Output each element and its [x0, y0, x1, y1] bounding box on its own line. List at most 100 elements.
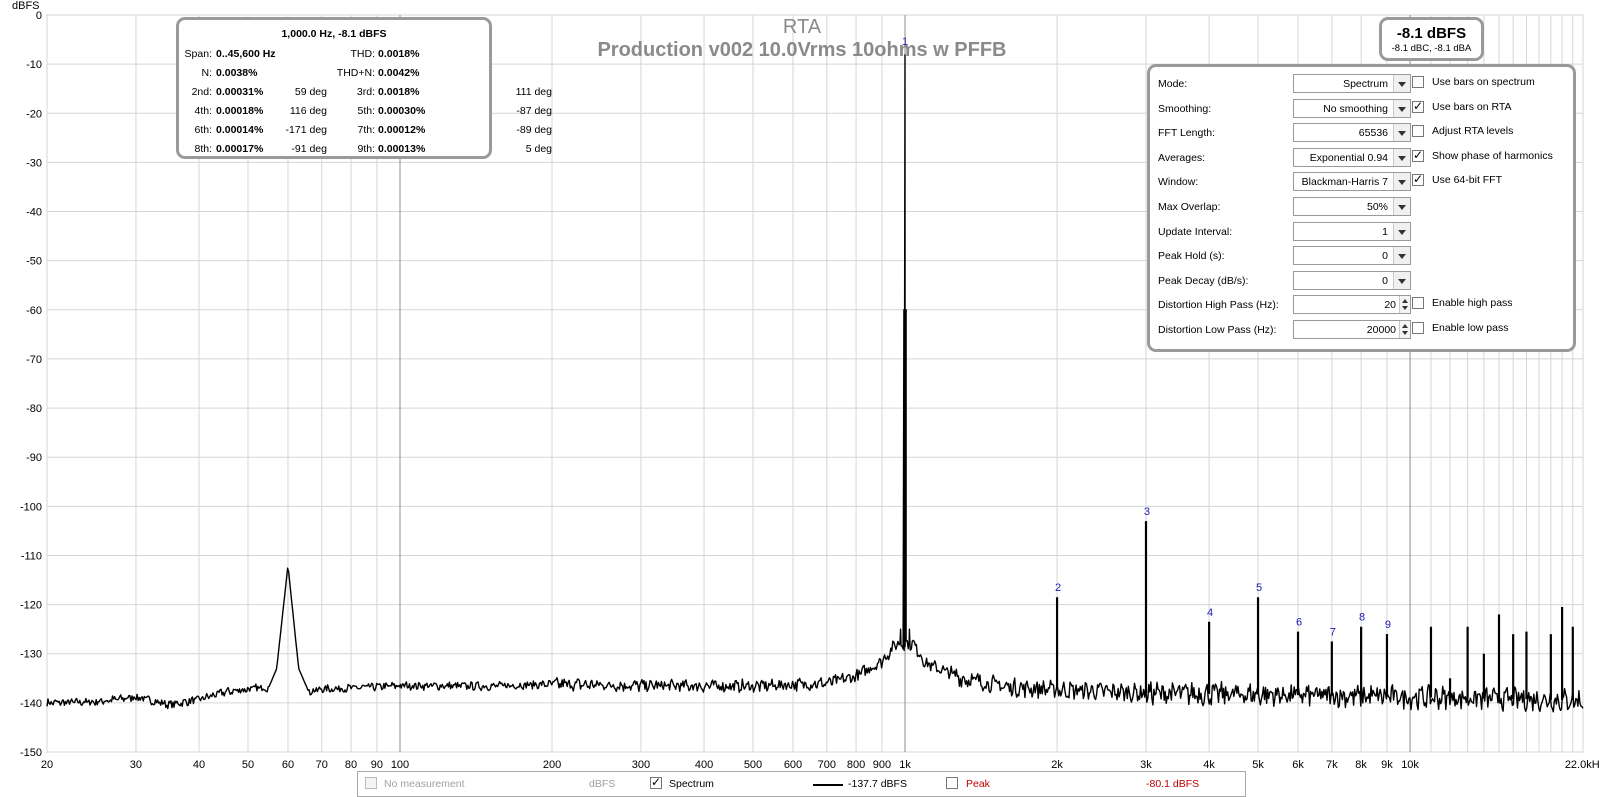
chevron-down-icon[interactable]	[1393, 124, 1410, 142]
x-tick-label: 1k	[899, 759, 911, 771]
checkbox[interactable]	[1412, 322, 1424, 334]
checkbox[interactable]	[1412, 76, 1424, 88]
x-tick-label: 6k	[1292, 759, 1304, 771]
setting-dropdown[interactable]: 1	[1293, 221, 1411, 241]
span-label: Span:	[184, 48, 212, 60]
setting-dropdown[interactable]: Exponential 0.94	[1293, 147, 1411, 167]
x-tick-label: 9k	[1381, 759, 1393, 771]
setting-value: 20000	[1366, 324, 1396, 336]
x-tick-label: 80	[345, 759, 357, 771]
setting-spinner[interactable]: 20	[1293, 295, 1411, 315]
y-tick-label: -120	[20, 600, 42, 612]
setting-spinner[interactable]: 20000	[1293, 320, 1411, 339]
setting-dropdown[interactable]: Spectrum	[1293, 74, 1411, 93]
harmonic-label: 3	[1144, 506, 1150, 518]
x-tick-label: 4k	[1203, 759, 1215, 771]
checkbox[interactable]	[1412, 172, 1424, 187]
chevron-down-icon[interactable]	[1393, 198, 1410, 215]
harmonic-label: 7	[1330, 626, 1336, 638]
distortion-header: 1,000.0 Hz, -8.1 dBFS	[281, 28, 387, 40]
setting-value: Blackman-Harris 7	[1301, 176, 1388, 189]
setting-label: Distortion Low Pass (Hz):	[1158, 324, 1277, 336]
harmonic-name: 2nd:	[191, 86, 212, 98]
spectrum-trace	[46, 54, 1584, 713]
x-axis-ticks: 20 30 40 50 60 70 80 90 100 200 300 400 500 600 700 800…	[41, 759, 1600, 771]
harmonic-phase: 5 deg	[525, 143, 552, 155]
setting-label: Distortion High Pass (Hz):	[1158, 299, 1279, 312]
setting-value: 0	[1382, 274, 1388, 287]
setting-dropdown[interactable]: No smoothing	[1293, 98, 1411, 118]
setting-label: Peak Decay (dB/s):	[1158, 274, 1249, 287]
setting-label: Mode:	[1158, 78, 1188, 90]
checkbox[interactable]	[1412, 99, 1424, 113]
chart-subtitle: Production v002 10.0Vrms 10ohms w PFFB	[597, 39, 1006, 61]
harmonic-label: 9	[1385, 619, 1391, 631]
spinner-arrows-icon[interactable]	[1399, 321, 1410, 338]
setting-row: Window: Blackman-Harris 7	[1158, 172, 1418, 192]
checkbox-label: Show phase of harmonics	[1432, 149, 1553, 162]
setting-row: Peak Decay (dB/s): 0	[1158, 270, 1418, 291]
y-tick-label: -70	[26, 354, 42, 366]
x-tick-label: 800	[847, 759, 865, 771]
setting-value: No smoothing	[1323, 102, 1388, 115]
harmonic-phase: 59 deg	[294, 86, 327, 98]
chevron-down-icon[interactable]	[1393, 75, 1410, 92]
no-measurement-unit: dBFS	[589, 778, 616, 790]
chevron-down-icon[interactable]	[1393, 222, 1410, 240]
spectrum-checkbox[interactable]	[650, 775, 662, 789]
harmonic-name: 9th:	[357, 143, 375, 155]
checkbox[interactable]	[1412, 297, 1424, 310]
checkbox-label: Enable low pass	[1432, 322, 1509, 334]
setting-value: Exponential 0.94	[1309, 151, 1388, 164]
y-tick-label: -150	[20, 747, 42, 759]
setting-label: Averages:	[1158, 151, 1206, 164]
harmonic-value: 0.00030%	[378, 105, 426, 117]
x-tick-label: 20	[41, 759, 53, 771]
checkbox[interactable]	[1412, 125, 1424, 138]
setting-dropdown[interactable]: 50%	[1293, 197, 1411, 216]
x-tick-label: 600	[784, 759, 802, 771]
harmonic-value: 0.00014%	[216, 124, 264, 136]
chevron-down-icon[interactable]	[1393, 99, 1410, 117]
noise-label: N:	[201, 67, 213, 79]
x-tick-label: 10k	[1401, 759, 1419, 771]
setting-row: Distortion Low Pass (Hz): 20000	[1158, 320, 1418, 340]
checkbox-label: Use 64-bit FFT	[1432, 174, 1503, 187]
y-axis-ticks: 0 -10 -20 -30 -40 -50 -60 -70 -80 -90 -100 -110 -120…	[20, 10, 42, 759]
chevron-down-icon[interactable]	[1393, 247, 1410, 265]
noise-value: 0.0038%	[216, 67, 258, 79]
setting-dropdown[interactable]: Blackman-Harris 7	[1293, 172, 1411, 192]
setting-dropdown[interactable]: 0	[1293, 246, 1411, 266]
harmonic-name: 8th:	[194, 143, 212, 155]
setting-value: Spectrum	[1343, 78, 1388, 90]
setting-value: 20	[1384, 299, 1396, 312]
x-tick-label: 40	[193, 759, 205, 771]
x-tick-label: 3k	[1140, 759, 1152, 771]
setting-dropdown[interactable]: 0	[1293, 270, 1411, 290]
x-tick-label: 30	[130, 759, 142, 771]
harmonic-label: 5	[1256, 582, 1262, 594]
setting-value: 50%	[1366, 201, 1388, 213]
chevron-down-icon[interactable]	[1393, 173, 1410, 191]
chevron-down-icon[interactable]	[1393, 148, 1410, 166]
x-tick-label: 500	[744, 759, 762, 771]
harmonic-value: 0.00012%	[378, 124, 426, 136]
chart-title: RTA	[783, 16, 822, 38]
peak-checkbox[interactable]	[946, 777, 958, 789]
x-tick-label: 300	[632, 759, 650, 771]
setting-label: Smoothing:	[1158, 102, 1212, 115]
x-tick-label: 7k	[1326, 759, 1338, 771]
y-tick-label: -60	[26, 305, 42, 317]
harmonic-phase: 111 deg	[515, 86, 552, 98]
spinner-arrows-icon[interactable]	[1399, 296, 1410, 314]
harmonic-label: 1	[902, 36, 908, 48]
setting-row: Averages: Exponential 0.94	[1158, 147, 1418, 168]
y-tick-label: -110	[21, 550, 42, 562]
setting-label: Peak Hold (s):	[1158, 250, 1225, 263]
chevron-down-icon[interactable]	[1393, 271, 1410, 289]
peak-legend-label: Peak	[966, 778, 990, 790]
thdn-label: THD+N:	[336, 67, 375, 79]
setting-dropdown[interactable]: 65536	[1293, 123, 1411, 143]
checkbox[interactable]	[1412, 148, 1424, 162]
no-measurement-checkbox[interactable]	[365, 777, 377, 789]
